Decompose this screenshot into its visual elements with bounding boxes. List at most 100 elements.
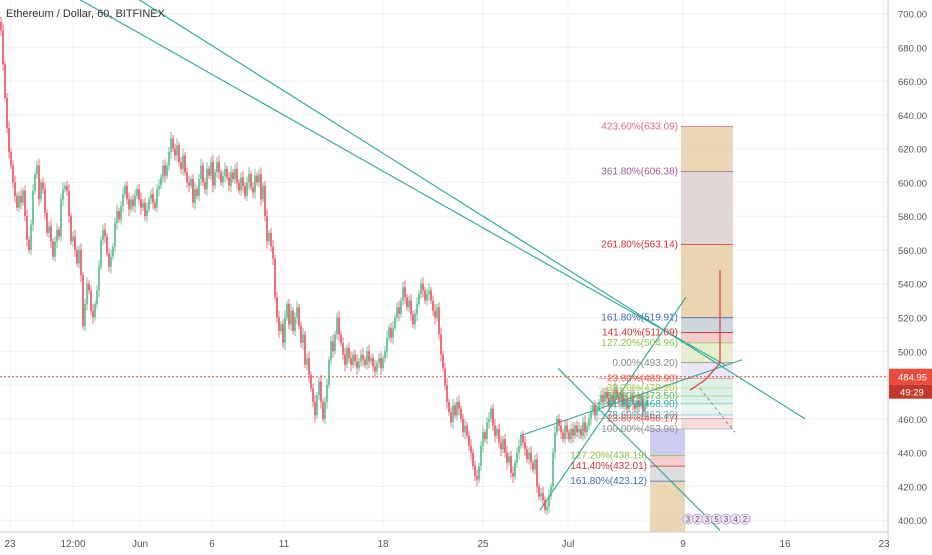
candle-body [228,177,230,186]
candle-body [230,172,232,186]
price-axis[interactable]: 700.00 680.00 660.00 640.00 620.00 600.00 580.… [887,0,932,550]
candle-body [218,162,220,173]
candle-body [368,351,370,362]
candle-body [344,354,346,365]
candle-body [522,435,524,443]
candle-body [288,304,290,325]
candle-body [172,138,174,149]
candle-body [594,405,596,416]
candle-body [122,194,124,207]
candle-body [540,493,542,497]
candle-body [310,374,312,389]
candle-body [246,182,248,196]
candle-body [34,173,36,191]
candle-body [84,304,86,326]
candle-body [530,452,532,463]
candle-body [454,405,456,416]
candle-body [98,266,100,291]
event-marker[interactable] [739,513,751,525]
candle-body [258,173,260,183]
candle-body [538,486,540,497]
candle-body [510,456,512,473]
candle-body [502,439,504,450]
current-price-tag [889,368,932,385]
event-marker-label: 3 [686,515,691,524]
candle-body [30,224,32,250]
candle-body [520,435,522,446]
candle-body [516,452,518,463]
candle-body [8,128,10,152]
candle-body [260,173,262,200]
candle-body [94,304,96,318]
fib-zone-lower-a [650,429,685,456]
candle-body [352,354,354,365]
time-axis[interactable]: 23 12:00 Jun 6 11 18 25 Jul 9 16 23 [0,531,890,550]
candle-body [346,347,348,365]
candle-body [108,253,110,267]
candle-body [632,395,634,404]
candle-body [234,168,236,180]
candle-body [412,314,414,325]
candle-body [394,317,396,328]
fib-level-label: 423.60%(633.09) [601,122,678,133]
x-tick-label: Jun [132,539,148,550]
candle-body [14,182,16,196]
candle-body [2,30,4,65]
candle-body [508,456,510,463]
candle-body [282,324,284,343]
candle-body [598,401,600,409]
candle-body [62,189,64,200]
candle-body [142,202,144,208]
fib-zone-78 [681,403,733,419]
candle-body [596,408,598,416]
candle-body [504,439,506,453]
fib-level-label: 61.80%(468.90) [607,399,678,410]
candle-body [28,239,30,250]
fib-zone-lower-d [650,481,685,532]
candle-body [296,307,298,318]
candle-body [390,327,392,338]
candle-body [452,405,454,423]
candle-body [72,236,74,242]
candle-body [578,428,580,433]
candle-body [410,300,412,315]
candle-body [298,307,300,326]
candle-body [152,194,154,203]
candle-body [158,185,160,190]
candle-body [106,236,108,254]
candle-body [150,194,152,200]
trend-line [79,0,726,366]
fib-zone-261 [681,244,733,318]
candle-body [180,162,182,169]
event-marker-label: 2 [743,515,748,524]
candle-body [176,145,178,156]
candle-body [4,64,6,98]
candle-body [606,391,608,399]
candle-body [250,173,252,188]
candle-body [66,185,68,191]
candle-body [370,358,372,362]
candle-body [190,179,192,186]
candle-body [268,233,270,242]
candle-body [124,185,126,195]
candle-body [426,293,428,301]
candle-body [26,216,28,240]
candle-body [468,435,470,446]
candle-body [556,418,558,433]
candle-body [194,189,196,203]
candle-body [170,138,172,152]
current-price-label: 484.95 [898,373,927,384]
candle-body [616,388,618,397]
candle-body [168,152,170,166]
candle-body [320,381,322,402]
candle-body [406,297,408,308]
candle-body [240,177,242,191]
candle-body [316,395,318,416]
candle-body [74,236,76,250]
event-marker-label: 4 [733,515,738,524]
y-tick-label: 700.00 [898,10,927,21]
candle-body [294,317,296,332]
